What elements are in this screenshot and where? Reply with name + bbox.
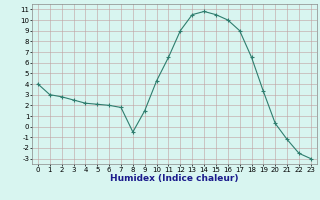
- X-axis label: Humidex (Indice chaleur): Humidex (Indice chaleur): [110, 174, 239, 183]
